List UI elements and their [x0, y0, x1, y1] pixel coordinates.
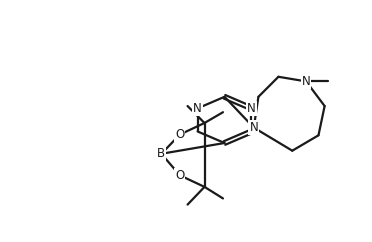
Text: N: N	[249, 121, 258, 134]
Text: N: N	[247, 102, 256, 115]
Text: B: B	[157, 147, 166, 160]
Text: O: O	[175, 169, 185, 182]
Text: O: O	[175, 128, 185, 141]
Text: N: N	[193, 102, 202, 115]
Text: N: N	[302, 75, 311, 88]
